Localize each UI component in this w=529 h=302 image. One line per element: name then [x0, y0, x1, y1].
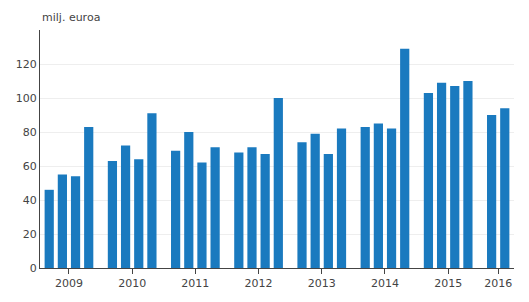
svg-text:2015: 2015	[434, 277, 462, 290]
svg-text:80: 80	[23, 126, 37, 139]
svg-text:120: 120	[16, 58, 37, 71]
svg-text:2013: 2013	[308, 277, 336, 290]
svg-text:2010: 2010	[118, 277, 146, 290]
svg-text:60: 60	[23, 160, 37, 173]
svg-text:2009: 2009	[55, 277, 83, 290]
svg-text:2012: 2012	[245, 277, 273, 290]
svg-text:20: 20	[23, 228, 37, 241]
svg-text:0: 0	[30, 262, 37, 275]
svg-text:40: 40	[23, 194, 37, 207]
svg-text:2011: 2011	[181, 277, 209, 290]
svg-text:2016: 2016	[484, 277, 512, 290]
svg-text:100: 100	[16, 92, 37, 105]
svg-text:2014: 2014	[371, 277, 399, 290]
svg-text:milj. euroa: milj. euroa	[42, 11, 100, 24]
